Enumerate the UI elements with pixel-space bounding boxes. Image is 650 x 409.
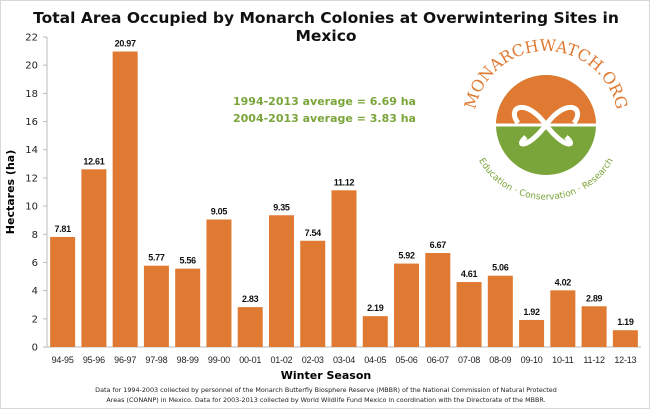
bar (487, 275, 513, 347)
footnote: Data for 1994-2003 collected by personne… (1, 385, 649, 405)
data-label: 1.19 (617, 317, 634, 327)
bar (331, 190, 357, 347)
y-tick-label: 14 (25, 145, 38, 156)
x-tick-label: 06-07 (427, 355, 449, 365)
bar (206, 219, 232, 347)
bar (519, 319, 545, 347)
data-label: 2.89 (586, 293, 603, 303)
data-label: 1.92 (523, 307, 540, 317)
bar (425, 253, 451, 347)
bar (112, 51, 138, 347)
x-tick-label: 99-00 (208, 355, 230, 365)
y-tick-label: 22 (25, 33, 38, 44)
bar (143, 265, 169, 347)
data-label: 4.61 (461, 269, 478, 279)
data-label: 9.05 (211, 206, 228, 216)
y-tick-label: 12 (25, 173, 38, 184)
data-label: 5.77 (148, 253, 165, 263)
x-tick-label: 98-99 (177, 355, 199, 365)
data-label: 12.61 (83, 156, 104, 166)
x-tick-label: 04-05 (364, 355, 386, 365)
annotation-recent-average: 2004-2013 average = 3.83 ha (233, 112, 416, 125)
data-label: 2.19 (367, 303, 384, 313)
data-label: 5.06 (492, 263, 509, 273)
y-tick-label: 8 (32, 230, 38, 241)
footnote-line: Areas (CONANP) in Mexico. Data for 2003-… (106, 396, 546, 404)
data-label: 4.02 (555, 277, 572, 287)
monarchwatch-logo: MONARCHWATCH.ORG Education · Conservatio… (460, 36, 631, 203)
bar (237, 307, 263, 347)
bar (362, 316, 388, 347)
data-label: 7.54 (305, 228, 322, 238)
x-tick-label: 10-11 (552, 355, 574, 365)
bar (268, 215, 294, 347)
bar (50, 236, 76, 347)
data-label: 11.12 (334, 177, 355, 187)
x-tick-label: 12-13 (614, 355, 636, 365)
footnote-line: Data for 1994-2003 collected by personne… (95, 386, 557, 394)
data-label: 7.81 (54, 224, 71, 234)
bar (300, 240, 326, 347)
bar (81, 169, 107, 347)
y-tick-label: 18 (25, 89, 38, 100)
y-tick-label: 0 (32, 343, 38, 354)
data-label: 20.97 (115, 39, 136, 49)
chart-title: Total Area Occupied by Monarch Colonies … (33, 9, 619, 45)
bar (581, 306, 607, 347)
bar (175, 268, 201, 347)
x-tick-label: 00-01 (239, 355, 261, 365)
bar (550, 290, 576, 347)
x-tick-label: 09-10 (521, 355, 543, 365)
data-label: 6.67 (430, 240, 447, 250)
bar (456, 282, 482, 347)
data-label: 9.35 (273, 202, 290, 212)
x-tick-label: 97-98 (145, 355, 167, 365)
x-tick-label: 01-02 (270, 355, 292, 365)
y-tick-label: 20 (25, 61, 38, 72)
y-tick-label: 4 (32, 286, 38, 297)
y-tick-label: 6 (32, 258, 38, 269)
bar (612, 330, 638, 347)
x-tick-label: 08-09 (489, 355, 511, 365)
x-axis-label: Winter Season (280, 369, 372, 382)
bar (394, 263, 420, 347)
x-tick-label: 03-04 (333, 355, 355, 365)
y-tick-label: 2 (32, 314, 38, 325)
x-tick-label: 94-95 (52, 355, 74, 365)
annotation-overall-average: 1994-2013 average = 6.69 ha (233, 95, 416, 108)
data-label: 2.83 (242, 294, 259, 304)
y-tick-label: 16 (25, 117, 38, 128)
data-label: 5.92 (398, 251, 415, 261)
x-tick-label: 07-08 (458, 355, 480, 365)
y-tick-label: 10 (25, 202, 38, 213)
data-label: 5.56 (180, 256, 197, 266)
x-tick-label: 96-97 (114, 355, 136, 365)
x-tick-label: 05-06 (396, 355, 418, 365)
x-tick-label: 02-03 (302, 355, 324, 365)
x-tick-label: 95-96 (83, 355, 105, 365)
y-axis-label: Hectares (ha) (4, 150, 17, 234)
x-tick-label: 11-12 (583, 355, 605, 365)
average-annotations: 1994-2013 average = 6.69 ha 2004-2013 av… (233, 93, 416, 127)
